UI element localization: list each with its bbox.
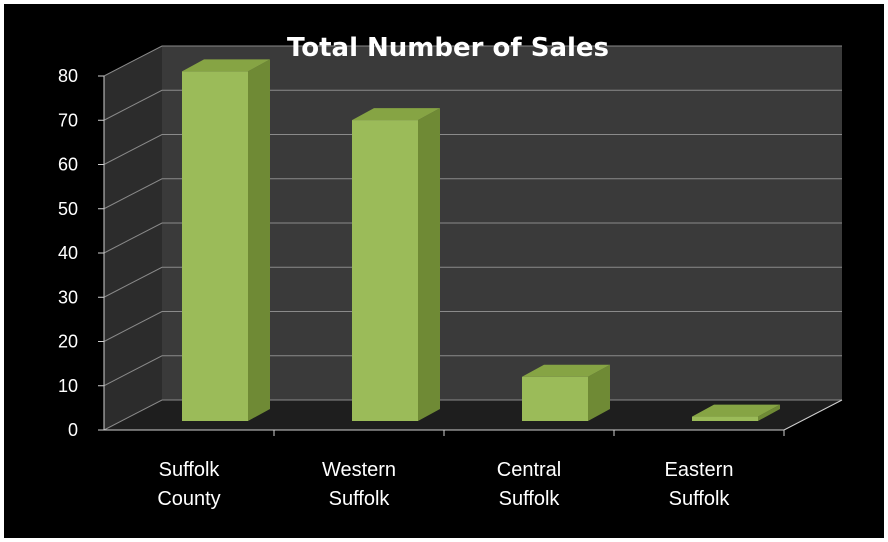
x-tick-label-line: County	[157, 488, 220, 510]
bar-top	[352, 108, 440, 121]
bar-top	[692, 404, 780, 417]
y-tick-label: 70	[58, 110, 78, 130]
y-tick-label: 10	[58, 376, 78, 396]
bar-front	[522, 376, 588, 421]
y-tick-label: 0	[68, 420, 78, 440]
gridline	[103, 311, 842, 342]
x-tick-label-line: Central	[497, 459, 561, 481]
y-tick-label: 50	[58, 199, 78, 219]
bar-side	[418, 108, 440, 421]
gridlines	[98, 45, 843, 436]
y-tick-label: 30	[58, 287, 78, 307]
x-tick-label: Central Suffolk	[497, 459, 561, 510]
bar	[522, 364, 610, 421]
x-tick-label-line: Suffolk	[669, 488, 731, 510]
x-tick-label: Suffolk County	[157, 459, 220, 510]
y-tick-label: 60	[58, 155, 78, 175]
gridline	[103, 89, 842, 121]
gridline	[103, 399, 842, 431]
x-tick-label-line: Western	[322, 459, 396, 481]
bars	[182, 59, 780, 422]
bar-top	[522, 364, 610, 377]
floor	[104, 400, 842, 430]
x-axis-labels: Suffolk County Western Suffolk Central Suffol…	[157, 459, 733, 510]
y-tick-label: 80	[58, 66, 78, 86]
chart-frame: 0 10 20 30 40 50 60 70 80 Suffolk County Western Su…	[4, 4, 884, 538]
y-axis-ticks: 0 10 20 30 40 50 60 70 80	[58, 66, 78, 440]
gridline	[103, 134, 842, 165]
chart-title: Total Number of Sales	[287, 33, 609, 63]
bar-side	[248, 59, 270, 422]
bar	[692, 404, 780, 421]
bar-front	[352, 120, 418, 421]
bar-top	[182, 59, 270, 72]
bar	[182, 59, 270, 422]
gridline	[103, 45, 842, 77]
gridline	[103, 222, 842, 254]
x-tick-label: Western Suffolk	[322, 459, 396, 510]
y-tick-label: 20	[58, 332, 78, 352]
bar-front	[692, 416, 758, 421]
x-tick-label-line: Suffolk	[499, 488, 561, 510]
bar	[352, 108, 440, 421]
bar-side	[588, 364, 610, 421]
x-tick-label: Eastern Suffolk	[665, 459, 734, 510]
gridline	[103, 355, 842, 387]
gridline	[103, 266, 842, 298]
y-tick-label: 40	[58, 243, 78, 263]
floor-edge	[783, 399, 843, 431]
bar-front	[182, 71, 248, 422]
gridline	[103, 178, 842, 210]
x-tick-label-line: Suffolk	[159, 459, 221, 481]
bar-side	[758, 404, 780, 421]
x-tick-label-line: Eastern	[665, 459, 734, 481]
bar-chart: 0 10 20 30 40 50 60 70 80 Suffolk County Western Su…	[58, 33, 843, 510]
x-tick-label-line: Suffolk	[329, 488, 391, 510]
